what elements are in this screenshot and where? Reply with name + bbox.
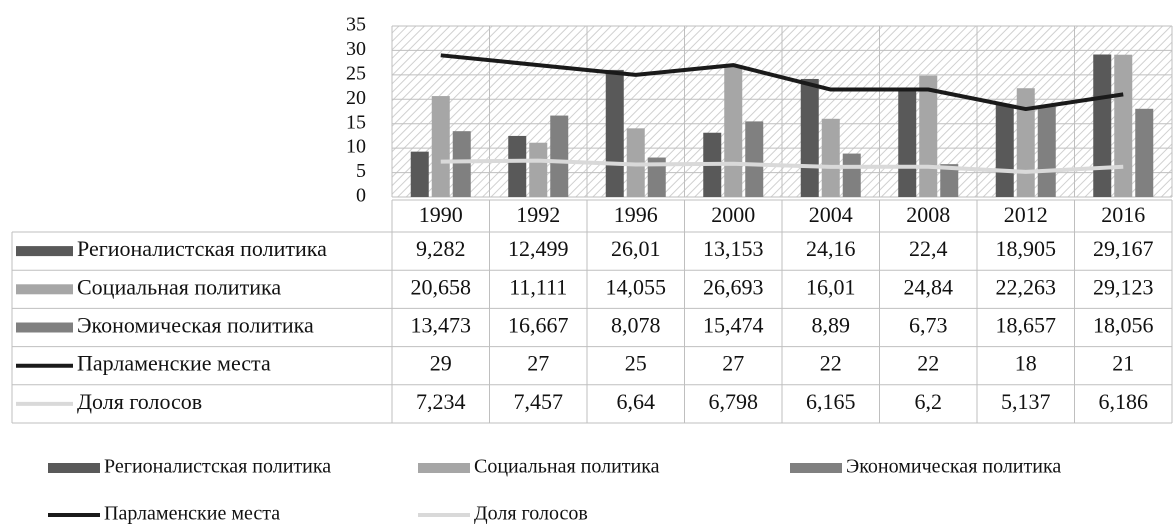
legend-swatch: [16, 246, 73, 257]
table-cell: 22,4: [909, 236, 948, 261]
y-tick-label: 35: [346, 14, 366, 36]
bar: [995, 104, 1014, 197]
table-cell: 12,499: [508, 236, 569, 261]
legend-swatch: [418, 463, 470, 473]
legend-label: Доля голосов: [474, 503, 588, 524]
bar: [919, 75, 938, 197]
table-cell: 18,657: [996, 313, 1057, 338]
table-cell: 6,73: [909, 313, 948, 338]
table-cell: 6,186: [1099, 389, 1149, 414]
table-cell: 8,078: [611, 313, 661, 338]
legend-label: Экономическая политика: [846, 456, 1061, 478]
table-cell: 15,474: [703, 313, 764, 338]
y-tick-label: 30: [346, 38, 366, 60]
x-tick-label: 2008: [906, 202, 950, 227]
table-cell: 9,282: [416, 236, 466, 261]
bar: [1135, 108, 1154, 197]
table-cell: 7,457: [514, 389, 564, 414]
table-cell: 27: [722, 351, 744, 376]
y-tick-label: 10: [346, 136, 366, 158]
bar: [898, 87, 917, 197]
table-cell: 8,89: [812, 313, 851, 338]
table-cell: 6,64: [617, 389, 656, 414]
bar: [745, 121, 764, 197]
table-cell: 16,667: [508, 313, 569, 338]
bar: [821, 118, 840, 197]
bar: [1037, 105, 1056, 197]
table-cell: 25: [625, 351, 647, 376]
legend-label: Парламенские места: [104, 503, 280, 524]
legend-label: Регионалистская политика: [104, 456, 331, 478]
table-row-label: Экономическая политика: [77, 313, 314, 338]
table-cell: 18: [1015, 351, 1037, 376]
table-cell: 21: [1112, 351, 1134, 376]
table-cell: 11,111: [509, 274, 567, 299]
bar: [410, 151, 429, 197]
x-tick-label: 1990: [419, 202, 463, 227]
x-tick-label: 2012: [1004, 202, 1048, 227]
table-row-label: Доля голосов: [77, 389, 202, 414]
legend-swatch: [48, 463, 100, 473]
x-tick-label: 2004: [809, 202, 853, 227]
table-cell: 29,167: [1093, 236, 1154, 261]
bar: [1016, 88, 1035, 197]
legend-swatch: [790, 463, 842, 473]
table-cell: 6,798: [709, 389, 759, 414]
line-series: [440, 158, 1124, 174]
x-tick-label: 2016: [1101, 202, 1145, 227]
table-cell: 26,693: [703, 274, 764, 299]
bar: [550, 115, 569, 197]
x-tick-label: 2000: [711, 202, 755, 227]
table-cell: 5,137: [1001, 389, 1051, 414]
table-cell: 6,2: [915, 389, 943, 414]
legend-swatch: [16, 322, 73, 333]
table-cell: 13,473: [411, 313, 472, 338]
table-cell: 14,055: [606, 274, 667, 299]
table-cell: 26,01: [611, 236, 661, 261]
bar: [529, 142, 548, 197]
bar: [1114, 54, 1133, 197]
table-cell: 22: [820, 351, 842, 376]
bar: [647, 157, 666, 197]
bar: [1093, 54, 1112, 198]
table-cell: 22,263: [996, 274, 1057, 299]
line-series: [440, 53, 1124, 112]
bar: [452, 131, 471, 197]
table-row-label: Парламенские места: [77, 351, 271, 376]
table-cell: 24,16: [806, 236, 856, 261]
y-tick-label: 15: [346, 111, 366, 133]
y-tick-label: 25: [346, 62, 366, 84]
x-tick-label: 1992: [516, 202, 560, 227]
table-cell: 18,905: [996, 236, 1057, 261]
legend-label: Социальная политика: [474, 456, 660, 478]
table-cell: 6,165: [806, 389, 856, 414]
y-tick-label: 20: [346, 87, 366, 109]
table-cell: 20,658: [411, 274, 472, 299]
bar: [940, 164, 959, 197]
bar: [508, 135, 527, 197]
y-tick-label: 5: [356, 160, 366, 182]
bar: [842, 153, 861, 197]
table-cell: 16,01: [806, 274, 856, 299]
bar: [724, 66, 743, 197]
bar: [605, 69, 624, 197]
bar: [800, 78, 819, 197]
table-cell: 18,056: [1093, 313, 1154, 338]
table-row-label: Регионалистская политика: [77, 236, 327, 261]
table-cell: 29,123: [1093, 274, 1154, 299]
table-cell: 7,234: [416, 389, 466, 414]
table-cell: 27: [527, 351, 549, 376]
table-cell: 29: [430, 351, 452, 376]
table-cell: 24,84: [904, 274, 954, 299]
x-tick-label: 1996: [614, 202, 658, 227]
y-tick-label: 0: [356, 185, 366, 207]
table-row-label: Социальная политика: [77, 274, 281, 299]
table-cell: 22: [917, 351, 939, 376]
table-cell: 13,153: [703, 236, 764, 261]
bar: [431, 96, 450, 197]
legend-swatch: [16, 284, 73, 295]
